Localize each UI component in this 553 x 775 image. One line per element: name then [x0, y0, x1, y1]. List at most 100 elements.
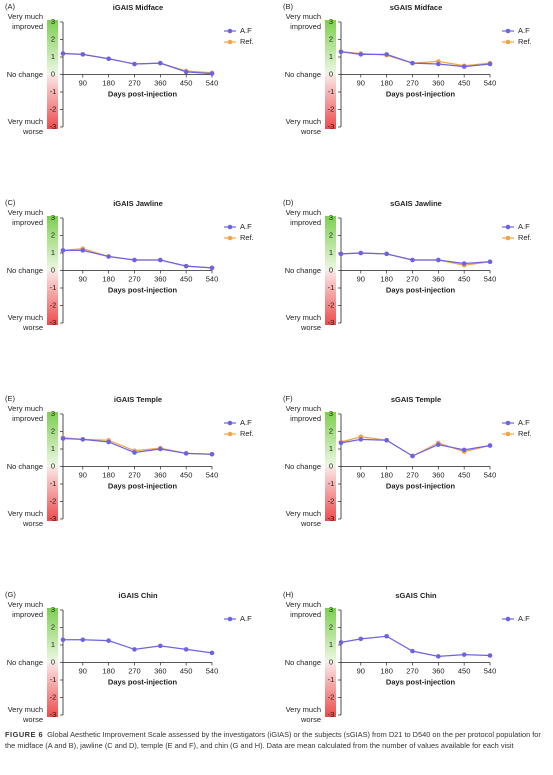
legend-label: A.F	[518, 222, 530, 231]
x-tick-label: 180	[102, 274, 115, 283]
y-tick-label: -1	[50, 283, 57, 292]
x-tick-label: 270	[406, 470, 419, 479]
y-tick-label: -2	[50, 104, 57, 113]
x-tick-label: 450	[458, 78, 471, 87]
figure-label: FIGURE 6	[5, 730, 44, 739]
y-annotation: No change	[6, 265, 43, 275]
data-point	[158, 446, 163, 452]
panel-label: (G)	[5, 590, 16, 599]
x-tick-label: 540	[206, 666, 219, 675]
data-point	[436, 654, 441, 659]
data-point	[183, 647, 189, 652]
y-annotation: Very much improved	[7, 208, 43, 227]
x-tick-label: 90	[357, 666, 365, 675]
chart-title: iGAIS Jawline	[113, 199, 163, 208]
y-annotation: Very much improved	[285, 600, 321, 619]
scale-band-up	[47, 412, 58, 467]
y-tick-label: 2	[51, 426, 55, 435]
x-tick-label: 360	[154, 470, 167, 479]
x-tick-label: 90	[357, 470, 365, 479]
y-annotation: Very much worse	[285, 313, 321, 332]
data-point	[461, 64, 467, 69]
data-point	[209, 265, 215, 271]
y-annotation: No change	[6, 69, 43, 79]
data-point	[106, 638, 111, 643]
y-tick-label: -2	[50, 300, 57, 309]
legend-marker	[227, 420, 233, 426]
legend-label: A.F	[518, 614, 530, 623]
y-tick-label: 0	[329, 461, 333, 470]
scale-band-up	[47, 20, 58, 75]
data-point	[183, 451, 189, 456]
legend-label: A.F	[240, 418, 252, 427]
chart-title: iGAIS Chin	[118, 591, 158, 600]
x-tick-label: 180	[380, 666, 393, 675]
x-tick-label: 180	[380, 274, 393, 283]
data-point	[358, 52, 364, 57]
data-point	[132, 647, 137, 652]
legend-label: Ref.	[518, 37, 532, 46]
panel-label: (C)	[5, 198, 16, 207]
panel-label: (F)	[283, 394, 293, 403]
scale-band-down	[325, 466, 336, 521]
panel-label: (B)	[283, 2, 294, 11]
x-tick-label: 540	[484, 470, 497, 479]
data-point	[209, 71, 215, 76]
x-tick-label: 90	[357, 78, 365, 87]
data-point	[80, 437, 86, 442]
y-tick-label: 2	[51, 34, 55, 43]
legend-marker	[505, 616, 511, 622]
y-tick-label: 1	[51, 248, 55, 257]
data-point	[60, 637, 66, 643]
chart-title: sGAIS Midface	[390, 3, 443, 12]
y-annotation: Very much worse	[7, 117, 43, 136]
y-tick-label: 3	[51, 605, 55, 614]
legend-marker	[227, 28, 233, 34]
x-tick-label: 270	[128, 666, 141, 675]
y-tick-label: -2	[328, 496, 335, 505]
x-axis-label: Days post-injection	[108, 481, 178, 490]
legend-marker	[505, 431, 511, 437]
y-tick-label: -3	[50, 122, 57, 131]
legend-label: Ref.	[240, 233, 254, 242]
y-annotation: No change	[6, 461, 43, 471]
x-tick-label: 90	[79, 666, 87, 675]
x-tick-label: 540	[206, 274, 219, 283]
x-tick-label: 180	[380, 78, 393, 87]
scale-band-up	[325, 216, 336, 271]
y-tick-label: 1	[51, 640, 55, 649]
caption-text: Global Aesthetic Improvement Scale asses…	[5, 730, 541, 750]
x-tick-label: 540	[484, 666, 497, 675]
legend-label: A.F	[518, 418, 530, 427]
y-tick-label: -1	[328, 675, 335, 684]
data-point	[487, 61, 493, 67]
data-point	[338, 440, 344, 446]
y-tick-label: -1	[328, 479, 335, 488]
y-tick-label: -2	[328, 692, 335, 701]
y-annotation: Very much improved	[7, 600, 43, 619]
x-tick-label: 270	[406, 666, 419, 675]
y-tick-label: 1	[329, 444, 333, 453]
x-axis-label: Days post-injection	[386, 481, 456, 490]
y-tick-label: -3	[328, 514, 335, 523]
y-tick-label: 0	[51, 69, 55, 78]
x-tick-label: 450	[180, 470, 193, 479]
x-tick-label: 540	[206, 78, 219, 87]
y-annotation: No change	[6, 657, 43, 667]
x-tick-label: 360	[432, 470, 445, 479]
data-point	[358, 250, 364, 256]
y-annotation: Very much improved	[285, 404, 321, 423]
y-annotation: Very much worse	[7, 313, 43, 332]
y-annotation: No change	[284, 69, 321, 79]
x-tick-label: 450	[180, 274, 193, 283]
data-point	[410, 257, 415, 263]
data-point	[80, 637, 86, 643]
data-point	[158, 643, 163, 649]
x-tick-label: 360	[154, 78, 167, 87]
data-point	[410, 453, 415, 459]
data-point	[132, 450, 137, 455]
data-point	[358, 437, 364, 442]
y-tick-label: -2	[328, 300, 335, 309]
x-axis-label: Days post-injection	[108, 89, 178, 98]
y-tick-label: 0	[51, 265, 55, 274]
